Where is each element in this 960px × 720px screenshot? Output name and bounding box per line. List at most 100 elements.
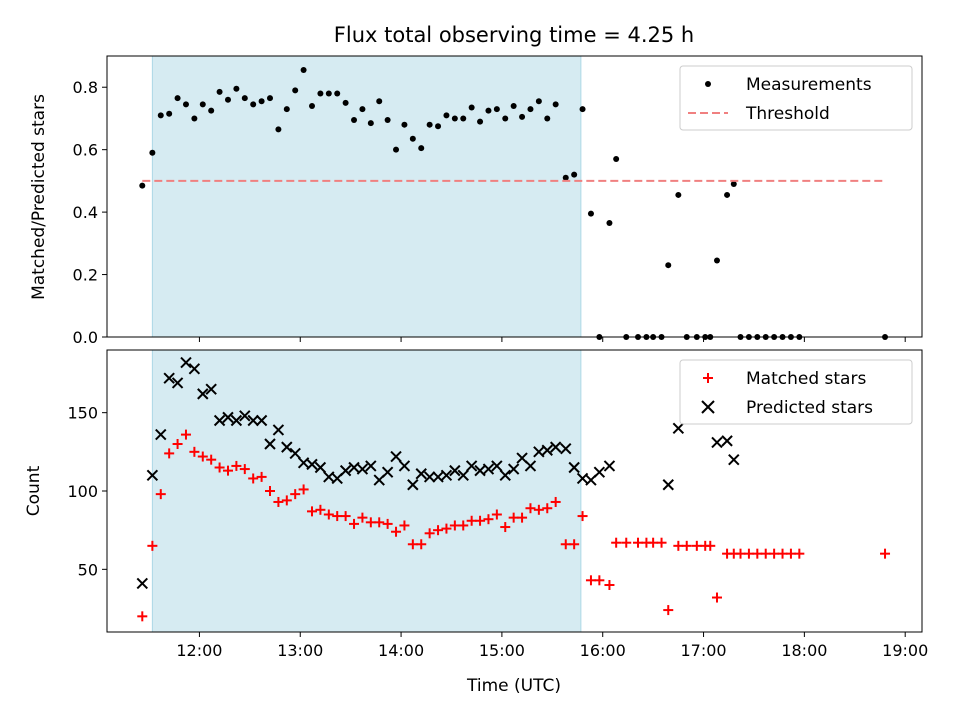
measurement-point [149,149,156,156]
bottom-plot-marks [136,356,891,622]
x-tick-label: 17:00 [680,641,726,660]
predicted-star-point [491,460,503,472]
predicted-star-point [264,438,276,450]
measurement-point [367,120,374,127]
matched-star-point [307,506,318,517]
bottom-y-tick-label: 50 [78,560,98,579]
measurement-point [342,99,349,106]
top-legend: Measurements Threshold [679,65,913,131]
legend-entry-measurements: Measurements [705,75,872,95]
measurement-point [510,102,517,109]
measurement-point [283,106,290,113]
predicted-star-point [568,461,580,474]
predicted-star-point [197,388,209,400]
bottom-y-axis-label: Count [24,465,44,516]
legend-entry-matched-stars: Matched stars [703,369,866,389]
predicted-star-point [482,463,495,475]
matched-star-point [206,454,217,465]
predicted-star-point [593,466,606,478]
measurement-point [468,104,475,111]
matched-star-point [273,496,284,507]
legend-label-matched-stars: Matched stars [746,369,866,389]
matched-star-point [315,504,326,515]
predicted-star-point [721,435,733,447]
measurement-point [250,101,257,108]
matched-star-point [681,540,692,551]
measurement-point [502,115,509,122]
chart-title: Flux total observing time = 4.25 h [334,23,694,47]
bottom-y-ticks: 50 100 150 [67,404,107,579]
matched-star-point [214,462,225,473]
matched-star-point [691,540,702,551]
matched-star-point [197,451,208,462]
matched-star-point [560,539,571,550]
predicted-star-point [560,442,572,455]
measurement-point [317,90,324,97]
top-y-tick-label: 0.4 [73,203,98,222]
measurement-point [216,88,223,95]
bottom-y-tick-label: 100 [67,482,98,501]
matched-star-point [577,511,588,522]
predicted-star-point [465,460,478,472]
matched-star-point [458,520,469,531]
predicted-star-point [306,458,318,471]
matched-star-point [705,540,716,551]
measurement-point [443,112,450,119]
measurement-point [174,95,181,102]
matched-star-point [180,429,191,440]
predicted-star-point [213,414,226,427]
predicted-star-point [662,479,674,491]
matched-star-point [673,540,684,551]
measurement-point [292,87,299,94]
measurement-point [191,115,198,122]
matched-star-point [137,611,148,622]
matched-star-point [399,520,410,531]
measurement-point [552,101,559,108]
matched-star-point [663,605,674,616]
matched-star-point [433,525,444,536]
matched-star-point [449,520,460,531]
matched-star-point [298,484,309,495]
matched-star-point [189,446,200,457]
measurement-point [665,262,672,269]
matched-star-point [164,448,175,459]
matched-star-point [752,548,763,559]
measurement-point [224,96,231,103]
measurement-point [418,145,425,152]
top-y-tick-label: 0.8 [73,78,98,97]
measurement-point [384,117,391,124]
predicted-star-point [171,377,184,389]
matched-star-point [391,526,402,537]
measurement-point [275,126,282,133]
matched-star-point [340,511,351,522]
matched-star-point [466,515,477,526]
matched-star-point [491,509,502,520]
measurement-point [451,115,458,122]
x-axis-label: Time (UTC) [466,676,561,696]
top-plot-marks [139,67,889,340]
measurement-point [675,191,682,198]
measurement-point [485,107,492,114]
x-tick-label: 16:00 [580,641,626,660]
matched-star-point [239,464,250,475]
matched-star-point [265,486,275,496]
measurement-point [587,210,594,217]
measurement-point [325,90,332,97]
measurement-point [182,101,189,108]
matched-star-point [525,503,536,514]
predicted-star-point [381,466,394,478]
measurement-point [258,98,265,105]
top-x-ticks [198,337,906,342]
predicted-star-point [407,479,419,491]
predicted-star-point [255,414,268,427]
matched-star-point [611,537,622,548]
matched-star-point [569,539,580,550]
predicted-star-point [281,441,293,453]
top-observing-window [151,55,582,338]
predicted-star-point [356,463,369,475]
matched-star-point [231,460,242,471]
predicted-star-point [457,469,469,482]
measurement-point [157,112,164,119]
matched-star-point [441,523,452,534]
predicted-star-point [155,428,167,441]
